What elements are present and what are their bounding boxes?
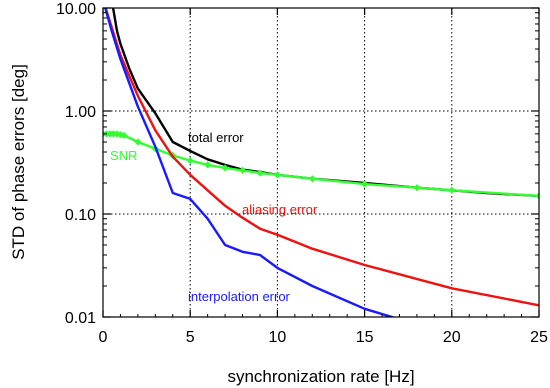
series-point-snr bbox=[361, 180, 369, 188]
series-label-snr: SNR bbox=[110, 148, 137, 163]
x-tick-label: 25 bbox=[530, 329, 548, 346]
x-tick-label: 0 bbox=[99, 329, 108, 346]
series-line-aliasing-error bbox=[104, 8, 539, 307]
series-layer bbox=[103, 8, 539, 317]
x-tick-label: 15 bbox=[356, 329, 374, 346]
y-tick-label: 1.00 bbox=[65, 104, 96, 121]
plot-frame bbox=[102, 7, 540, 318]
grid-lines bbox=[103, 8, 539, 317]
series-point-snr bbox=[308, 175, 316, 183]
y-tick-label: 0.01 bbox=[65, 310, 96, 327]
y-tick-label: 0.10 bbox=[65, 207, 96, 224]
series-point-snr bbox=[448, 186, 456, 194]
series-line-snr bbox=[103, 132, 539, 198]
x-tick-label: 10 bbox=[269, 329, 287, 346]
series-point-snr bbox=[120, 131, 128, 139]
axis-ticks: 0 5 10 15 20 25 0.01 0.10 1.00 10.00 bbox=[56, 1, 548, 346]
series-point-snr bbox=[134, 138, 142, 146]
series-label-interpolation-error: interpolation error bbox=[188, 289, 291, 304]
series-line-interpolation-error bbox=[104, 8, 397, 317]
series-point-snr bbox=[273, 171, 281, 179]
series-point-snr bbox=[256, 169, 264, 177]
series-point-snr bbox=[186, 156, 194, 165]
y-axis-label: STD of phase errors [deg] bbox=[9, 64, 28, 260]
series-label-aliasing-error: aliasing error bbox=[242, 202, 318, 217]
series-point-snr bbox=[535, 192, 539, 200]
series-point-snr bbox=[238, 166, 247, 175]
x-tick-label: 20 bbox=[443, 329, 461, 346]
series-line-total-error bbox=[111, 8, 539, 198]
x-axis-label: synchronization rate [Hz] bbox=[227, 367, 414, 386]
series-point-snr bbox=[221, 164, 229, 172]
series-label-total-error: total error bbox=[188, 130, 244, 145]
series-point-snr bbox=[413, 184, 421, 192]
series-point-snr bbox=[204, 161, 212, 169]
y-tick-label: 10.00 bbox=[56, 1, 96, 18]
x-tick-label: 5 bbox=[186, 329, 195, 346]
